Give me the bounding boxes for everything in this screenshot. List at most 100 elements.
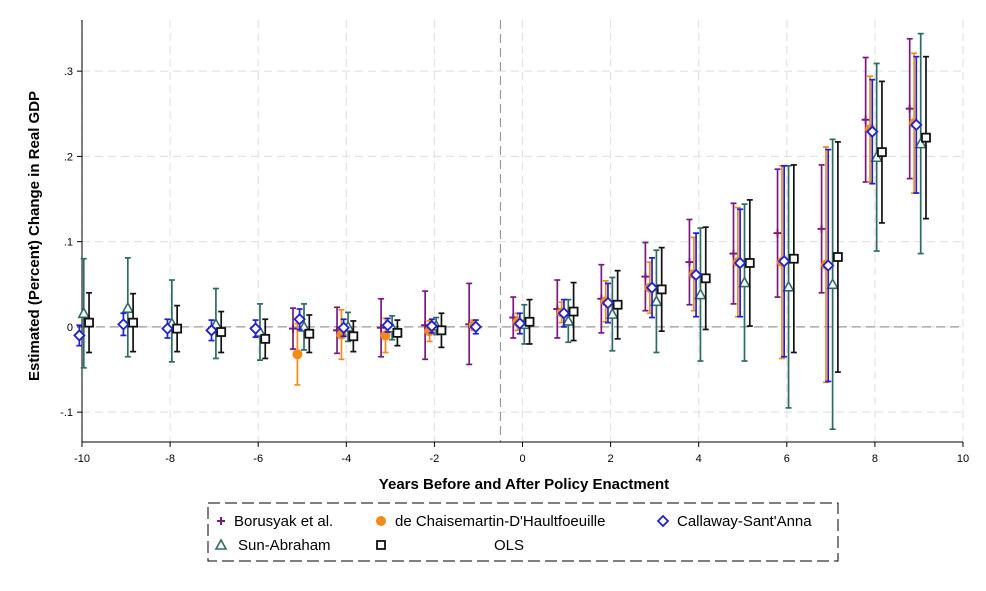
x-axis-title: Years Before and After Policy Enactment [379,476,669,493]
data-point [436,325,447,336]
data-point [128,317,138,328]
data-point [377,323,386,332]
legend-label: OLS [494,537,524,554]
legend-label: de Chaisemartin-D'Haultfoeuille [395,513,605,530]
data-point [645,281,659,294]
axes: -.1 0 .1 .2 .3 -10 -8 -6 -4 -2 0 2 4 6 8 10 [60,20,969,465]
data-point [641,272,650,281]
data-point [738,275,751,288]
data-point [877,147,887,158]
data-point [121,301,135,313]
data-point [700,273,711,284]
data-point [348,331,359,342]
legend-box [207,502,839,562]
x-tick-label: 6 [784,453,790,465]
grid [81,20,964,442]
data-point [744,258,755,268]
data-point [392,327,403,338]
data-point [782,280,795,292]
legend-label: Callaway-Sant'Anna [677,513,812,530]
data-point [612,299,623,310]
x-tick-label: -2 [430,453,440,465]
y-tick-label: 0 [67,322,73,334]
series-circle [292,52,920,386]
data-point [685,258,694,267]
y-axis-title: Estimated (Percent) Change in Real GDP [26,91,43,381]
data-point [172,323,183,334]
data-point [117,318,130,331]
legend-marker [214,538,228,550]
x-tick-label: 10 [957,453,969,465]
x-tick-label: -10 [74,453,90,465]
data-point [216,327,227,337]
x-tick-label: 4 [696,453,702,465]
legend-marker [656,514,670,528]
data-point [260,333,271,344]
data-point [77,306,91,319]
data-point [513,317,527,330]
legend-item: Callaway-Sant'Anna [656,513,812,530]
data-point [865,125,879,138]
x-tick-label: -8 [165,453,175,465]
data-point [733,256,747,270]
x-tick-label: 0 [519,453,525,465]
legend-item: de Chaisemartin-D'Haultfoeuille [376,513,605,530]
data-point [381,318,394,332]
data-point [288,324,297,333]
series-diamond [73,55,923,383]
data-point [656,284,667,295]
data-point [337,321,350,335]
data-point [650,294,663,307]
data-point [524,316,535,327]
data-point [905,104,914,113]
data-point [249,322,262,335]
legend-marker [376,540,386,550]
data-point [557,306,571,320]
x-tick-label: -4 [341,453,351,465]
data-point [161,322,174,335]
data-point [73,329,86,342]
y-tick-label: .2 [64,151,73,163]
y-tick-label: .1 [64,237,73,249]
data-point [568,306,579,317]
series-plus [288,37,914,366]
data-point [205,324,218,337]
x-tick-label: 8 [872,453,878,465]
legend-item: Borusyak et al. [217,513,333,530]
y-tick-label: -.1 [60,407,73,419]
data-point [921,132,931,143]
data-point [606,307,619,319]
data-point [826,277,839,290]
data-point [469,320,483,334]
legend-item: OLS [376,537,524,554]
data-point [821,259,835,272]
series-triangle [77,32,928,431]
data-point [304,328,315,339]
data-point [689,268,703,282]
data-point [380,330,391,341]
data-point [910,118,923,132]
data-point [601,296,615,310]
data-point [425,319,439,333]
data-point [293,312,306,326]
data-point [817,224,826,233]
plot-marks [73,32,931,431]
data-point [773,229,782,238]
data-point [694,287,707,300]
legend-item: Sun-Abraham [214,537,331,554]
data-point [777,254,791,268]
x-tick-label: 2 [608,453,614,465]
data-point [861,115,870,124]
series-square [84,55,931,373]
data-point [788,253,799,264]
legend: Borusyak et al. de Chaisemartin-D'Haultfo… [207,502,839,562]
data-point [832,252,843,262]
x-tick-label: -6 [253,453,263,465]
legend-label: Borusyak et al. [234,513,333,530]
data-point [84,317,94,328]
legend-marker [376,516,386,526]
data-point [729,249,738,258]
legend-label: Sun-Abraham [238,537,331,554]
data-point [292,349,303,360]
